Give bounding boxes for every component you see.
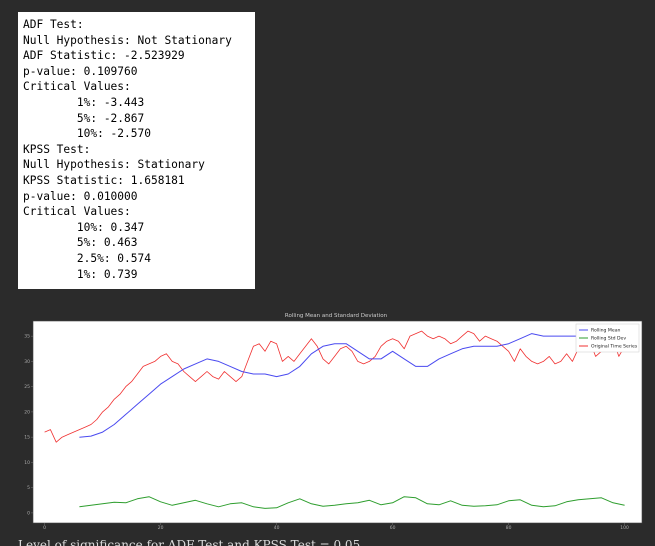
y-tick-label: 15: [24, 435, 30, 441]
y-tick-label: 20: [24, 409, 30, 415]
y-tick-label: 30: [24, 359, 30, 365]
x-tick-label: 60: [390, 525, 396, 531]
x-tick-label: 40: [274, 525, 280, 531]
output-line: KPSS Statistic: 1.658181: [23, 173, 185, 187]
series-line-original-time-series: [44, 330, 625, 443]
output-line: KPSS Test:: [23, 142, 91, 156]
output-line: ADF Test:: [23, 18, 84, 31]
test-output-text: ADF Test: Null Hypothesis: Not Stationar…: [23, 17, 255, 282]
x-tick-label: 80: [506, 525, 512, 531]
legend-label: Rolling Std Dev: [591, 336, 626, 342]
output-line: Null Hypothesis: Stationary: [23, 158, 205, 172]
y-tick-label: 5: [27, 485, 30, 491]
output-line: p-value: 0.109760: [23, 64, 138, 78]
x-tick-label: 20: [158, 525, 164, 531]
output-line: 10%: -2.570: [23, 127, 151, 141]
series-line-rolling-std-dev: [79, 496, 625, 509]
output-line: p-value: 0.010000: [23, 189, 138, 203]
y-tick-label: 10: [24, 460, 30, 466]
output-line: Critical Values:: [23, 80, 131, 94]
chart-svg: Rolling Mean and Standard Deviation 0 20 4…: [24, 313, 643, 531]
test-output-block: ADF Test: Null Hypothesis: Not Stationar…: [18, 12, 255, 289]
output-line: Critical Values:: [23, 205, 131, 219]
output-line: 1%: 0.739: [23, 267, 138, 281]
output-line: 2.5%: 0.574: [23, 251, 151, 265]
legend-label: Rolling Mean: [591, 328, 621, 334]
rolling-stats-plot: Rolling Mean and Standard Deviation 0 20 4…: [18, 308, 644, 538]
output-line: 5%: -2.867: [23, 111, 145, 125]
output-line: ADF Statistic: -2.523929: [23, 49, 185, 63]
chart-title: Rolling Mean and Standard Deviation: [285, 313, 388, 319]
y-tick-label: 0: [27, 510, 30, 516]
footer-text: Level of significance for ADF Test and K…: [18, 538, 361, 546]
output-line: 5%: 0.463: [23, 236, 138, 250]
output-line: 1%: -3.443: [23, 95, 145, 109]
series-line-rolling-mean: [79, 333, 625, 438]
x-tick-label: 0: [43, 525, 46, 531]
x-tick-label: 100: [620, 525, 629, 531]
y-tick-label: 35: [24, 334, 30, 340]
plot-area: [32, 320, 643, 524]
output-line: Null Hypothesis: Not Stationary: [23, 33, 232, 47]
output-line: 10%: 0.347: [23, 220, 145, 234]
legend-label: Original Time Series: [591, 344, 638, 350]
y-tick-label: 25: [24, 384, 30, 390]
